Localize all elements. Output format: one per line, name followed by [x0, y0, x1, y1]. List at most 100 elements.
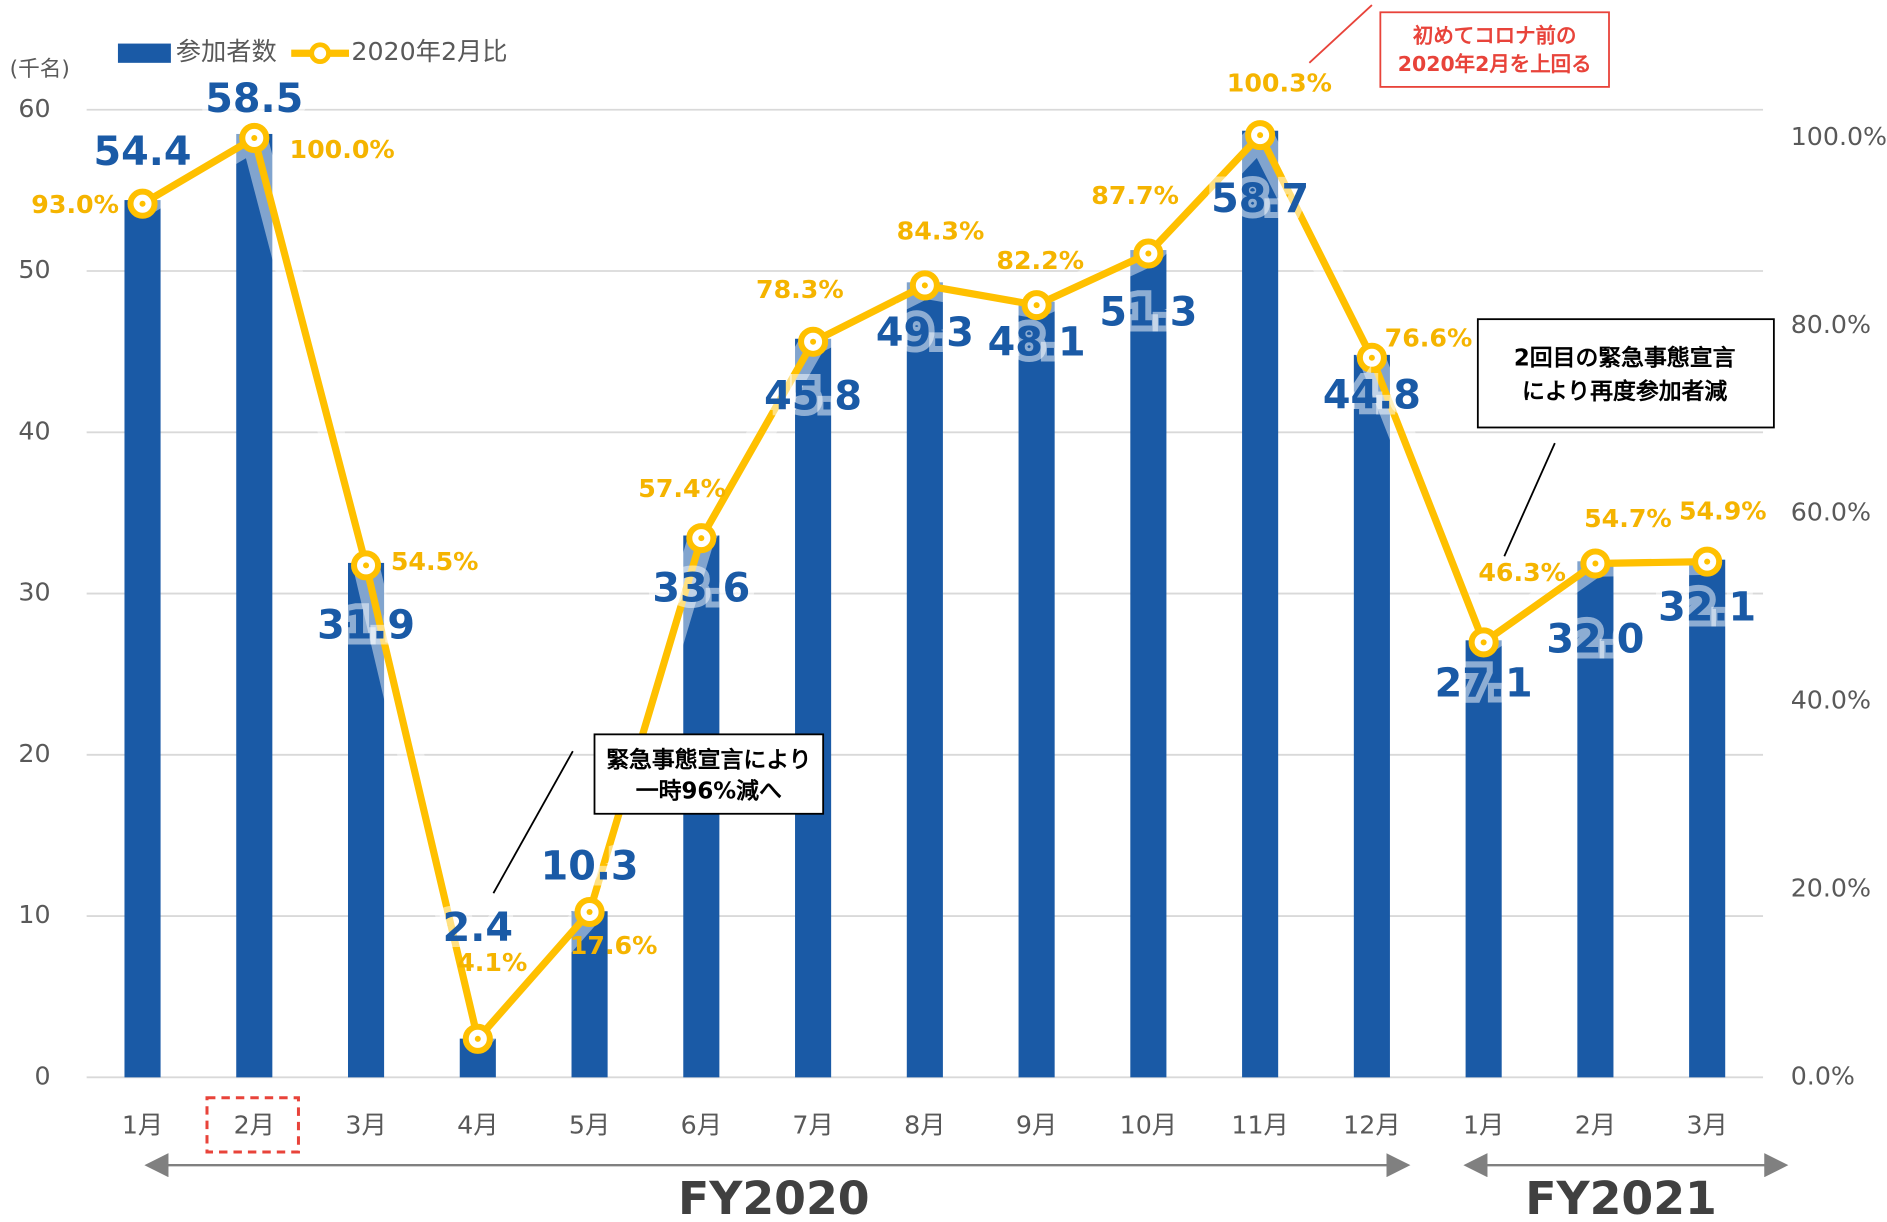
- y2-tick-label: 100.0%: [1791, 122, 1887, 151]
- bar-value-label: 54.4: [94, 129, 192, 175]
- y-tick-label: 30: [18, 578, 50, 607]
- bar: [1577, 561, 1614, 1078]
- bar: [906, 282, 943, 1078]
- line-marker-dot: [139, 200, 146, 207]
- line-value-label: 4.1%: [457, 948, 527, 977]
- fy-label: FY2021: [1525, 1172, 1717, 1222]
- y-tick-label: 20: [18, 739, 50, 768]
- line-value-label: 76.6%: [1385, 324, 1473, 353]
- line-marker-dot: [1704, 558, 1711, 565]
- line-marker-dot: [1145, 250, 1152, 257]
- bar-value-label: 32.0: [1546, 616, 1644, 662]
- y2-tick-label: 80.0%: [1791, 310, 1871, 339]
- bar-value-label: 49.3: [876, 310, 974, 356]
- line-value-label: 46.3%: [1478, 558, 1566, 587]
- line-value-label: 54.7%: [1584, 504, 1672, 533]
- y-axis-unit: (千名): [10, 57, 70, 82]
- x-tick-label: 10月: [1120, 1111, 1177, 1140]
- bar-value-label: 2.4: [443, 905, 513, 951]
- legend-label: 2020年2月比: [351, 37, 507, 66]
- bar: [1353, 354, 1390, 1078]
- fy-label: FY2020: [678, 1172, 870, 1222]
- x-tick-label: 4月: [457, 1111, 498, 1140]
- bar: [347, 562, 385, 1078]
- line-marker-dot: [921, 282, 928, 289]
- line-marker-dot: [363, 562, 370, 569]
- bar: [795, 338, 832, 1078]
- x-tick-label: 5月: [569, 1111, 610, 1140]
- bar-value-label: 48.1: [988, 319, 1086, 365]
- x-tick-label: 11月: [1231, 1111, 1288, 1140]
- line-value-label: 54.9%: [1679, 496, 1767, 525]
- annotation-box: [1476, 318, 1775, 429]
- y-tick-label: 60: [18, 94, 50, 123]
- line-marker-dot: [474, 1035, 481, 1042]
- bar-value-label: 31.9: [317, 602, 415, 648]
- x-tick-label: 12月: [1343, 1111, 1400, 1140]
- line-value-label: 78.3%: [756, 275, 844, 304]
- highlight-box: [205, 1096, 300, 1154]
- bar-value-label: 58.5: [205, 76, 303, 122]
- line-marker-dot: [1592, 560, 1599, 567]
- line-marker-dot: [698, 535, 705, 542]
- line-value-label: 84.3%: [897, 216, 985, 245]
- bar-value-label: 32.1: [1658, 585, 1756, 631]
- line-marker-dot: [1257, 132, 1264, 139]
- bar: [1130, 250, 1167, 1078]
- line-marker-dot: [251, 134, 258, 141]
- bar-value-label: 45.8: [764, 373, 862, 419]
- annotation-text: 2020年2月を上回る: [1398, 52, 1592, 76]
- annotation-connector: [1503, 442, 1556, 557]
- x-tick-label: 6月: [681, 1111, 722, 1140]
- plot: 0 10 20 30 40 50 60 0.0% 20.0% 40.0% 60.0% 80.0% 100…: [18, 69, 1887, 1140]
- y-tick-label: 10: [18, 900, 50, 929]
- x-tick-label: 3月: [345, 1111, 386, 1140]
- y2-tick-label: 0.0%: [1791, 1061, 1855, 1090]
- y2-tick-label: 20.0%: [1791, 873, 1871, 902]
- line-marker-dot: [810, 338, 817, 345]
- line-marker-dot: [586, 908, 593, 916]
- legend-label: 参加者数: [176, 37, 277, 66]
- y-tick-label: 40: [18, 416, 50, 445]
- x-tick-label: 2月: [1575, 1111, 1616, 1140]
- line-value-label: 93.0%: [31, 190, 119, 219]
- annotation-box: [593, 733, 825, 815]
- bar-value-label: 51.3: [1099, 290, 1197, 336]
- bar: [1018, 301, 1055, 1078]
- line-value-label: 57.4%: [638, 474, 726, 503]
- x-tick-label: 1月: [122, 1111, 163, 1140]
- x-tick-label: 2月: [234, 1111, 275, 1140]
- bar: [1242, 130, 1279, 1078]
- annotation-text: 緊急事態宣言により: [606, 746, 811, 773]
- bar-value-label: 27.1: [1435, 661, 1533, 707]
- bar-value-label: 58.7: [1211, 176, 1309, 222]
- bar: [124, 200, 161, 1078]
- y2-tick-label: 60.0%: [1791, 498, 1871, 527]
- bar-value-label: 44.8: [1323, 373, 1421, 419]
- line-marker-dot: [1033, 302, 1040, 309]
- line-value-label: 17.6%: [570, 931, 658, 960]
- line-value-label: 82.2%: [996, 246, 1084, 275]
- bar-value-label: 33.6: [652, 565, 750, 611]
- y-tick-label: 50: [18, 255, 50, 284]
- legend-swatch-bar: [117, 43, 171, 63]
- bar: [1465, 640, 1502, 1078]
- annotation-text: 初めてコロナ前の: [1413, 23, 1577, 47]
- x-tick-label: 9月: [1016, 1111, 1057, 1140]
- line-value-label: 100.0%: [290, 135, 395, 164]
- annotation-connector: [1308, 4, 1373, 64]
- line-value-label: 87.7%: [1091, 181, 1179, 210]
- bar: [236, 133, 273, 1078]
- legend-marker: [309, 42, 331, 65]
- annotation-text: 一時96%減へ: [636, 779, 782, 805]
- bar-value-label: 10.3: [541, 844, 639, 890]
- line-marker-dot: [1368, 354, 1375, 361]
- x-tick-label: 7月: [792, 1111, 833, 1140]
- y-tick-label: 0: [34, 1061, 50, 1090]
- line-marker-dot: [1480, 639, 1487, 646]
- y2-tick-label: 40.0%: [1791, 686, 1871, 715]
- line-value-label: 54.5%: [391, 547, 479, 576]
- x-tick-label: 8月: [904, 1111, 945, 1140]
